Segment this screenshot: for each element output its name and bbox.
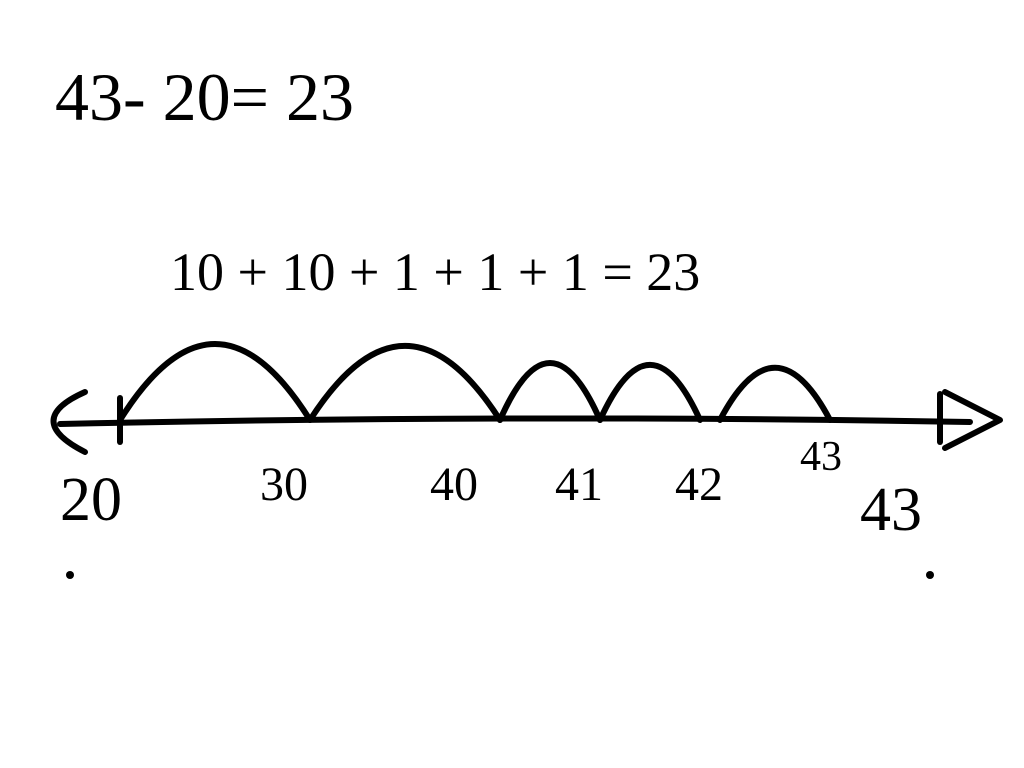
tick-label: 40 — [430, 458, 478, 511]
equation-text: 43- 20= 23 — [55, 59, 354, 135]
tick-label: 43 — [800, 434, 842, 480]
tick-label: 20 — [60, 466, 122, 534]
jump-sum-text: 10 + 10 + 1 + 1 + 1 = 23 — [170, 242, 700, 302]
tick-label: 41 — [555, 458, 603, 511]
tick-label: 43 — [860, 476, 922, 544]
tick-label: 30 — [260, 458, 308, 511]
tick-label: 42 — [675, 458, 723, 511]
stray-dot — [66, 571, 74, 579]
stray-dot — [926, 571, 934, 579]
